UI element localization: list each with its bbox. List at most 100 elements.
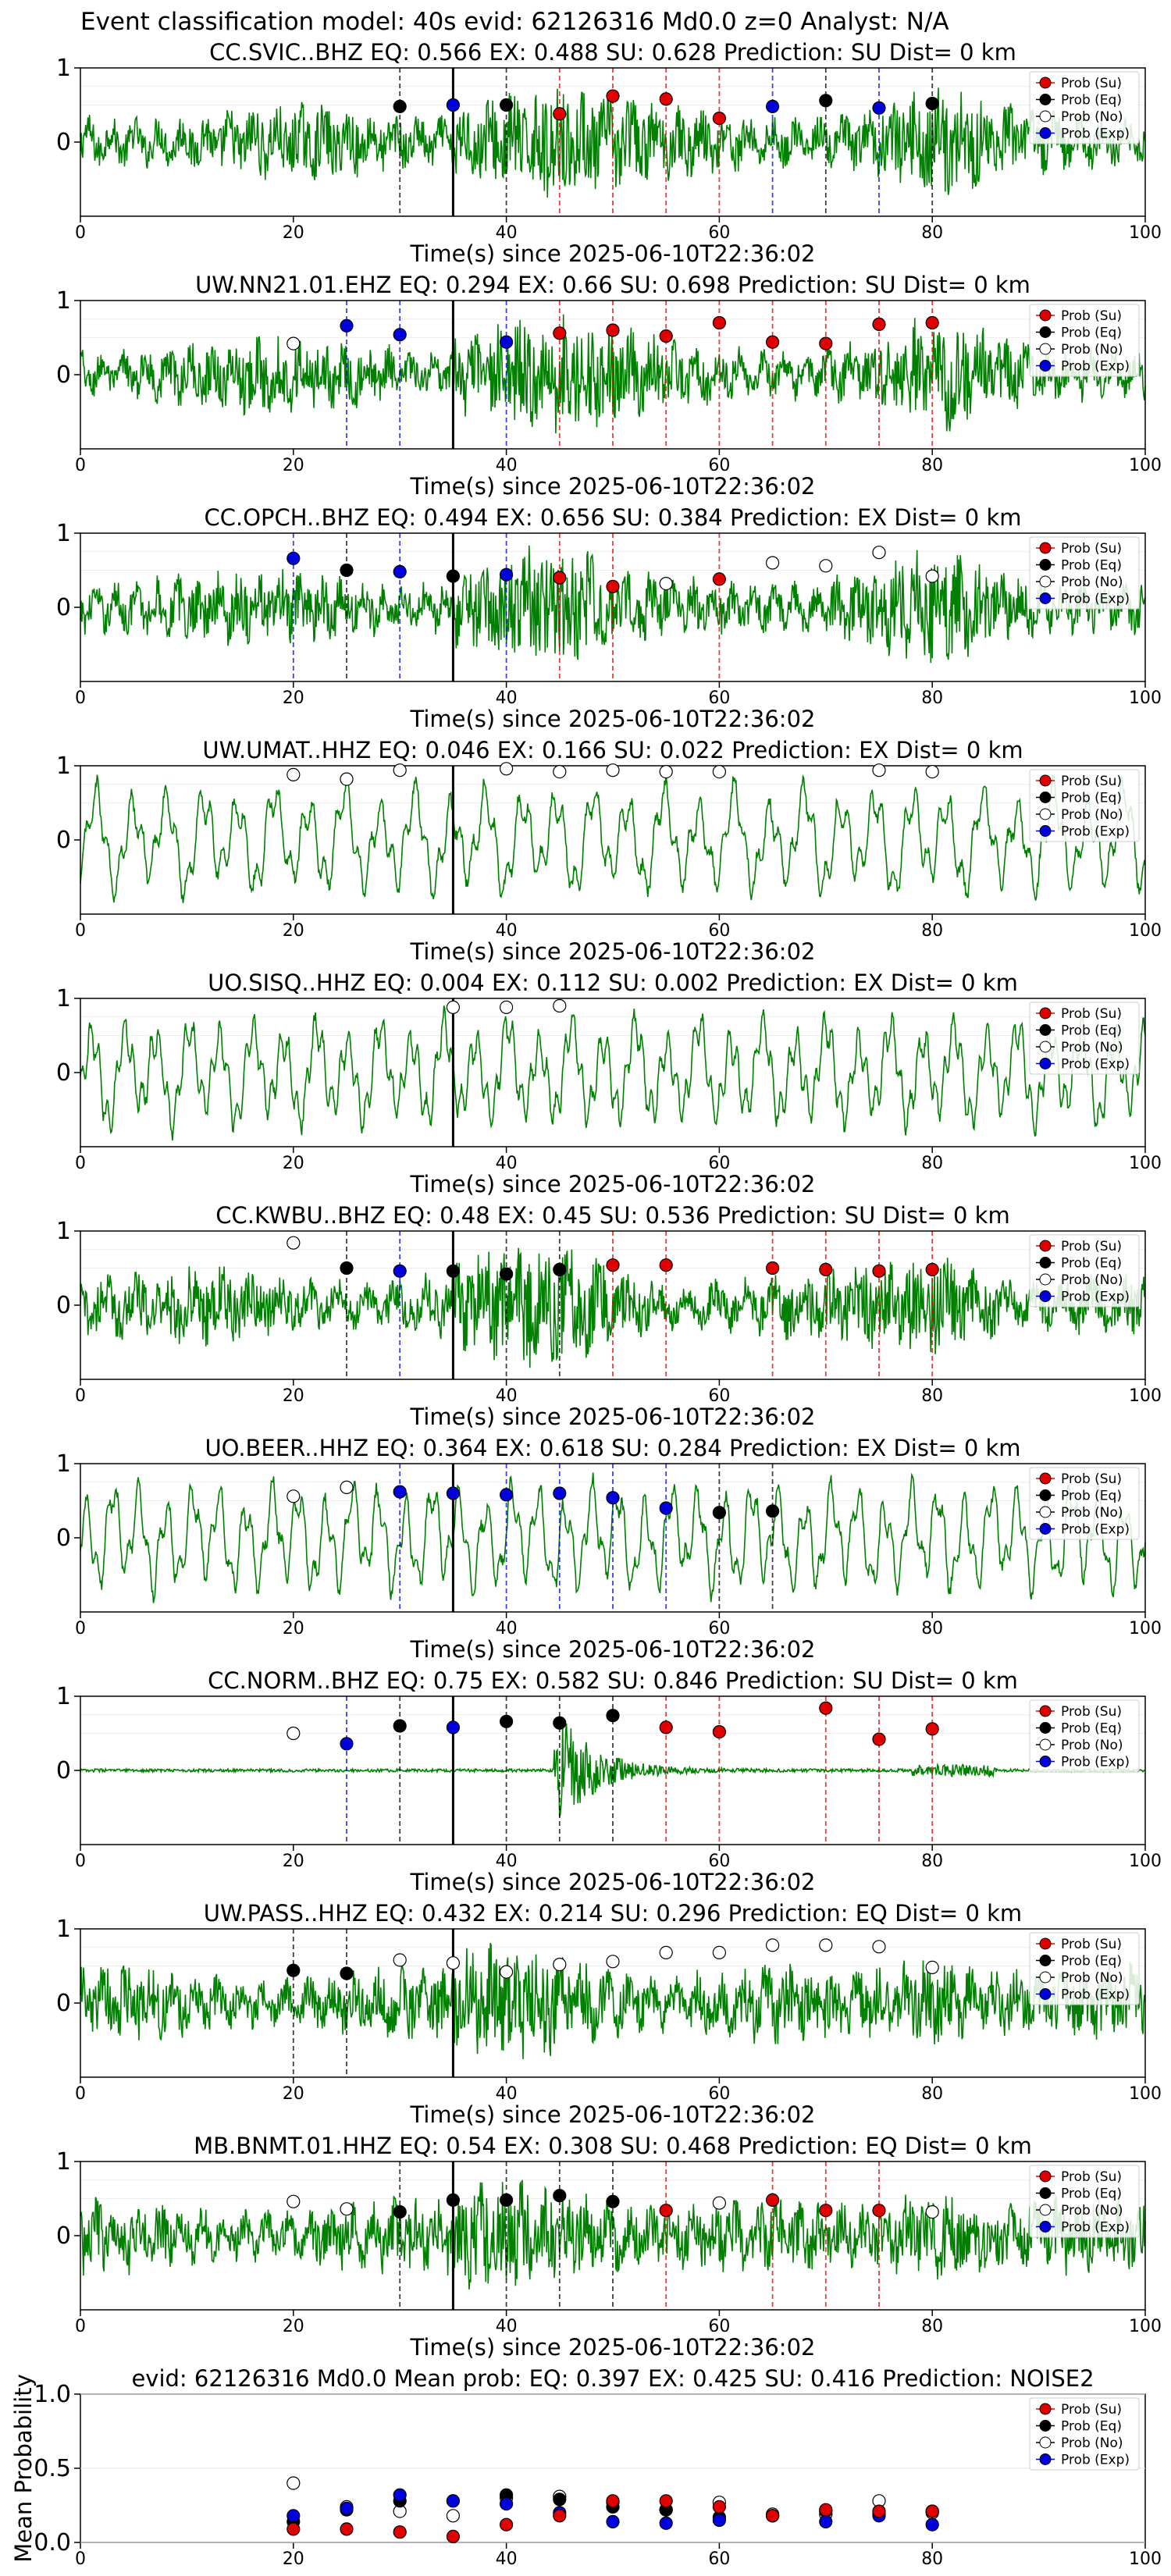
prob-point-no bbox=[606, 763, 620, 777]
y-tick-label: 1 bbox=[56, 2148, 71, 2176]
prob-point-no bbox=[659, 1945, 673, 1959]
mean-point-exp bbox=[446, 2494, 461, 2508]
legend-marker-exp bbox=[1039, 1290, 1052, 1302]
legend-label-exp: Prob (Exp) bbox=[1061, 592, 1130, 607]
legend-label-su: Prob (Su) bbox=[1061, 1937, 1122, 1952]
x-tick-label: 100 bbox=[1129, 2317, 1162, 2336]
x-tick-label: 0 bbox=[75, 2317, 86, 2336]
x-axis-label: Time(s) since 2025-06-10T22:36:02 bbox=[410, 2334, 816, 2361]
legend-label-no: Prob (No) bbox=[1061, 109, 1123, 125]
panel-title: CC.NORM..BHZ EQ: 0.75 EX: 0.582 SU: 0.84… bbox=[208, 1667, 1018, 1694]
legend-marker-exp bbox=[1039, 360, 1052, 372]
prob-point-eq bbox=[553, 1262, 567, 1277]
legend-marker-eq bbox=[1039, 2420, 1052, 2432]
legend-marker-su bbox=[1039, 1705, 1052, 1717]
legend-marker-eq bbox=[1039, 1024, 1052, 1036]
legend-label-su: Prob (Su) bbox=[1061, 76, 1122, 91]
x-tick-label: 20 bbox=[283, 1386, 304, 1406]
station-panel: UO.SISQ..HHZ EQ: 0.004 EX: 0.112 SU: 0.0… bbox=[56, 970, 1162, 1197]
legend-marker-exp bbox=[1039, 2453, 1052, 2465]
legend-label-exp: Prob (Exp) bbox=[1061, 1290, 1130, 1305]
prob-point-su bbox=[872, 1264, 886, 1278]
legend: Prob (Su)Prob (Eq)Prob (No)Prob (Exp) bbox=[1029, 2397, 1140, 2471]
legend-label-eq: Prob (Eq) bbox=[1061, 791, 1122, 806]
x-tick-label: 80 bbox=[921, 1154, 943, 1173]
x-tick-label: 40 bbox=[496, 1154, 518, 1173]
x-tick-label: 40 bbox=[496, 2549, 518, 2569]
y-tick-label: 0 bbox=[56, 827, 71, 854]
x-axis-label: Time(s) since 2025-06-10T22:36:02 bbox=[410, 1404, 816, 1430]
mean-point-su bbox=[446, 2529, 461, 2543]
legend-marker-exp bbox=[1039, 825, 1052, 837]
waveform-trace bbox=[80, 1722, 1146, 1817]
x-tick-label: 20 bbox=[283, 2317, 304, 2336]
prob-point-exp bbox=[499, 568, 514, 582]
legend-label-no: Prob (No) bbox=[1061, 575, 1123, 590]
prob-point-su bbox=[606, 1258, 620, 1272]
y-tick-label: 1 bbox=[56, 985, 71, 1012]
legend: Prob (Su)Prob (Eq)Prob (No)Prob (Exp) bbox=[1029, 304, 1140, 377]
y-tick-label: 1 bbox=[56, 55, 71, 82]
x-tick-label: 80 bbox=[921, 1386, 943, 1406]
prob-point-no bbox=[925, 1960, 939, 1974]
legend-label-eq: Prob (Eq) bbox=[1061, 558, 1122, 574]
mean-point-no bbox=[287, 2476, 301, 2490]
legend-marker-eq bbox=[1039, 1257, 1052, 1268]
prob-point-su bbox=[872, 1732, 886, 1746]
mean-point-su bbox=[925, 2504, 939, 2518]
prob-point-eq bbox=[499, 98, 514, 112]
prob-point-eq bbox=[499, 2193, 514, 2207]
prob-point-no bbox=[499, 1000, 514, 1015]
y-tick-label: 1 bbox=[56, 1916, 71, 1943]
mean-point-exp bbox=[925, 2517, 939, 2532]
panel-title: MB.BNMT.01.HHZ EQ: 0.54 EX: 0.308 SU: 0.… bbox=[194, 2133, 1032, 2159]
legend: Prob (Su)Prob (Eq)Prob (No)Prob (Exp) bbox=[1029, 1234, 1140, 1308]
y-tick-label: 0 bbox=[56, 1757, 71, 1784]
x-tick-label: 100 bbox=[1129, 1852, 1162, 1871]
legend: Prob (Su)Prob (Eq)Prob (No)Prob (Exp) bbox=[1029, 536, 1140, 610]
prob-point-su bbox=[659, 329, 673, 343]
legend-label-su: Prob (Su) bbox=[1061, 1239, 1122, 1254]
legend-label-eq: Prob (Eq) bbox=[1061, 1489, 1122, 1504]
legend-marker-no bbox=[1039, 575, 1052, 588]
prob-point-su bbox=[659, 2204, 673, 2218]
legend-frame bbox=[1029, 536, 1140, 610]
x-tick-label: 0 bbox=[75, 921, 86, 941]
figure-suptitle: Event classification model: 40s evid: 62… bbox=[80, 8, 949, 36]
x-tick-label: 40 bbox=[496, 456, 518, 475]
prob-point-su bbox=[659, 1258, 673, 1272]
prob-point-eq bbox=[393, 99, 407, 113]
legend: Prob (Su)Prob (Eq)Prob (No)Prob (Exp) bbox=[1029, 1932, 1140, 2005]
prob-point-su bbox=[606, 323, 620, 337]
legend-marker-no bbox=[1039, 2436, 1052, 2449]
legend-frame bbox=[1029, 2397, 1140, 2471]
legend-label-eq: Prob (Eq) bbox=[1061, 2419, 1122, 2435]
x-tick-label: 100 bbox=[1129, 223, 1162, 243]
prob-point-no bbox=[659, 576, 673, 591]
legend-label-su: Prob (Su) bbox=[1061, 308, 1122, 324]
prob-point-no bbox=[819, 1938, 833, 1952]
legend-marker-su bbox=[1039, 1937, 1052, 1950]
prob-point-eq bbox=[499, 1267, 514, 1281]
x-axis-label: Time(s) since 2025-06-10T22:36:02 bbox=[410, 1636, 816, 1663]
prob-point-exp bbox=[446, 1720, 461, 1735]
x-tick-label: 100 bbox=[1129, 1619, 1162, 1638]
legend-marker-eq bbox=[1039, 326, 1052, 338]
prob-point-no bbox=[287, 1489, 301, 1503]
prob-point-su bbox=[765, 1261, 780, 1276]
prob-point-no bbox=[287, 2194, 301, 2208]
prob-point-exp bbox=[659, 1501, 673, 1515]
x-tick-label: 60 bbox=[708, 456, 730, 475]
x-axis-label: Time(s) since 2025-06-10T22:36:02 bbox=[410, 473, 816, 500]
prob-point-no bbox=[553, 998, 567, 1013]
mean-point-su bbox=[606, 2494, 620, 2508]
mean-point-exp bbox=[606, 2514, 620, 2528]
prob-point-no bbox=[446, 1000, 461, 1015]
x-axis-label: Time(s) since 2025-06-10T22:36:02 bbox=[410, 706, 816, 732]
y-tick-label: 1 bbox=[56, 1450, 71, 1478]
x-tick-label: 0 bbox=[75, 2084, 86, 2104]
x-tick-label: 40 bbox=[496, 1619, 518, 1638]
legend-marker-exp bbox=[1039, 592, 1052, 604]
legend: Prob (Su)Prob (Eq)Prob (No)Prob (Exp) bbox=[1029, 2165, 1140, 2238]
prob-point-no bbox=[287, 336, 301, 350]
